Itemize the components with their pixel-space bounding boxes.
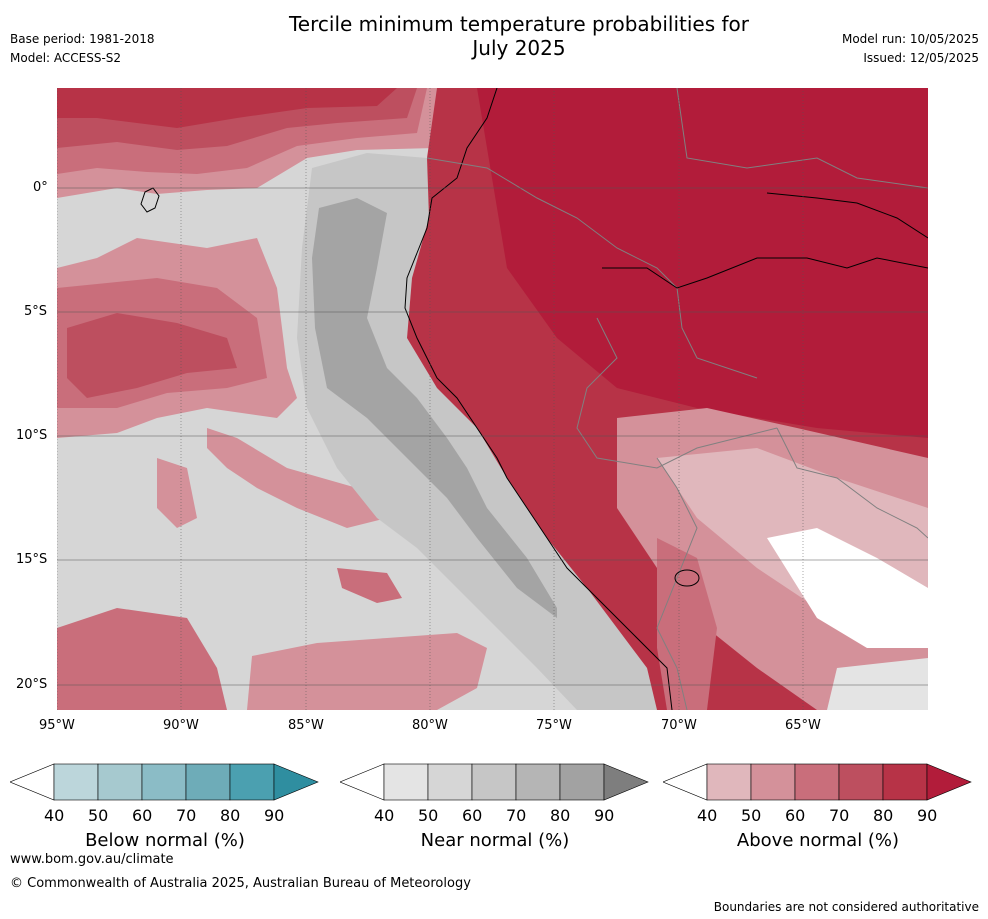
border-line-1 [426,157,758,379]
lat-label-5s: 5°S [24,304,48,319]
colorbar-tick-label: 90 [917,806,938,825]
border-line-3 [676,88,928,189]
border-line-2 [576,317,778,469]
ocean-above-patch [157,458,197,528]
colorbar-swatch [882,763,928,801]
map-title: Tercile minimum temperature probabilitie… [219,12,819,60]
colorbar-near-swatches [339,763,649,801]
lon-label-75w: 75°W [536,718,572,733]
land-near-normal-south [827,658,928,710]
colorbar-tick-label: 70 [829,806,850,825]
river-north [766,192,928,239]
ocean-above-west-70 [67,313,237,398]
colorbar-tick-label: 80 [873,806,894,825]
colorbar-below-normal: 40 50 60 70 80 90 Below normal (%) [9,762,320,852]
website-link[interactable]: www.bom.gov.au/climate [10,852,174,867]
ocean-above-tongue [207,428,387,528]
lat-label-15s: 15°S [16,552,48,567]
colorbar-extend-low [339,763,385,801]
ocean-above-south-patch [337,568,402,603]
colorbar-swatch [427,763,473,801]
colorbar-tick-label: 60 [132,806,153,825]
colorbar-extend-high [603,763,649,801]
colorbar-above-label: Above normal (%) [736,830,900,851]
gridlines [57,88,928,710]
issued-date: Issued: 12/05/2025 [863,51,979,65]
probability-map [57,88,928,710]
colorbar-swatch [471,763,517,801]
colorbar-swatch [706,763,752,801]
colorbar-extend-high [926,763,972,801]
lon-label-65w: 65°W [785,718,821,733]
colorbar-swatch [559,763,605,801]
colorbar-extend-low [9,763,55,801]
land-above-normal-90 [477,88,928,438]
colorbar-near-label: Near normal (%) [420,830,570,851]
ocean-above-south [247,633,487,710]
colorbar-swatch [838,763,884,801]
colorbar-swatch [185,763,231,801]
colorbar-below-label: Below normal (%) [85,830,245,851]
model-name: Model: ACCESS-S2 [10,51,122,65]
colorbar-extend-low [662,763,708,801]
colorbar-swatch [141,763,187,801]
amazon-river [602,257,928,289]
colorbar-tick-label: 90 [264,806,285,825]
colorbar-swatch [750,763,796,801]
lat-label-10s: 10°S [16,428,48,443]
colorbar-tick-label: 40 [697,806,718,825]
near-normal-80-coastal [312,198,557,618]
lon-label-90w: 90°W [163,718,199,733]
model-run: Model run: 10/05/2025 [841,32,979,46]
lon-label-80w: 80°W [412,718,448,733]
land-above-normal-60 [657,538,717,710]
near-normal-coastal [297,153,657,710]
colorbar-swatch [794,763,840,801]
lon-label-70w: 70°W [661,718,697,733]
colorbar-tick-label: 90 [594,806,615,825]
copyright-notice: © Commonwealth of Australia 2025, Austra… [10,876,471,891]
border-line-5 [776,427,928,539]
colorbar-tick-label: 50 [88,806,109,825]
colorbar-swatch [383,763,429,801]
colorbar-extend-high [273,763,319,801]
colorbar-above-swatches [662,763,972,801]
colorbar-tick-label: 40 [44,806,65,825]
lake-titicaca [674,569,700,587]
colorbar-tick-label: 50 [741,806,762,825]
lon-label-95w: 95°W [39,718,75,733]
colorbar-tick-label: 60 [462,806,483,825]
colorbar-swatch [515,763,561,801]
colorbar-tick-label: 50 [418,806,439,825]
colorbar-above-normal: 40 50 60 70 80 90 Above normal (%) [662,762,973,852]
border-line-4 [656,457,698,710]
colorbar-tick-label: 70 [176,806,197,825]
ocean-above-south-west [57,608,227,710]
colorbar-tick-label: 40 [374,806,395,825]
land-white-region [767,528,928,648]
colorbar-below-swatches [9,763,319,801]
colorbar-swatch [229,763,275,801]
lat-label-0: 0° [33,180,48,195]
colorbar-tick-label: 80 [550,806,571,825]
boundary-disclaimer: Boundaries are not considered authoritat… [713,900,979,914]
colorbar-near-normal: 40 50 60 70 80 90 Near normal (%) [339,762,650,852]
lat-label-20s: 20°S [16,677,48,692]
colorbar-swatch [97,763,143,801]
title-line-2: July 2025 [472,36,566,60]
ocean-above-north-80 [57,88,397,128]
colorbar-tick-label: 80 [220,806,241,825]
coastline [404,88,673,710]
colorbar-swatch [53,763,99,801]
base-period: Base period: 1981-2018 [10,32,155,46]
title-line-1: Tercile minimum temperature probabilitie… [288,12,750,36]
lon-label-85w: 85°W [288,718,324,733]
colorbar-tick-label: 70 [506,806,527,825]
colorbar-tick-label: 60 [785,806,806,825]
